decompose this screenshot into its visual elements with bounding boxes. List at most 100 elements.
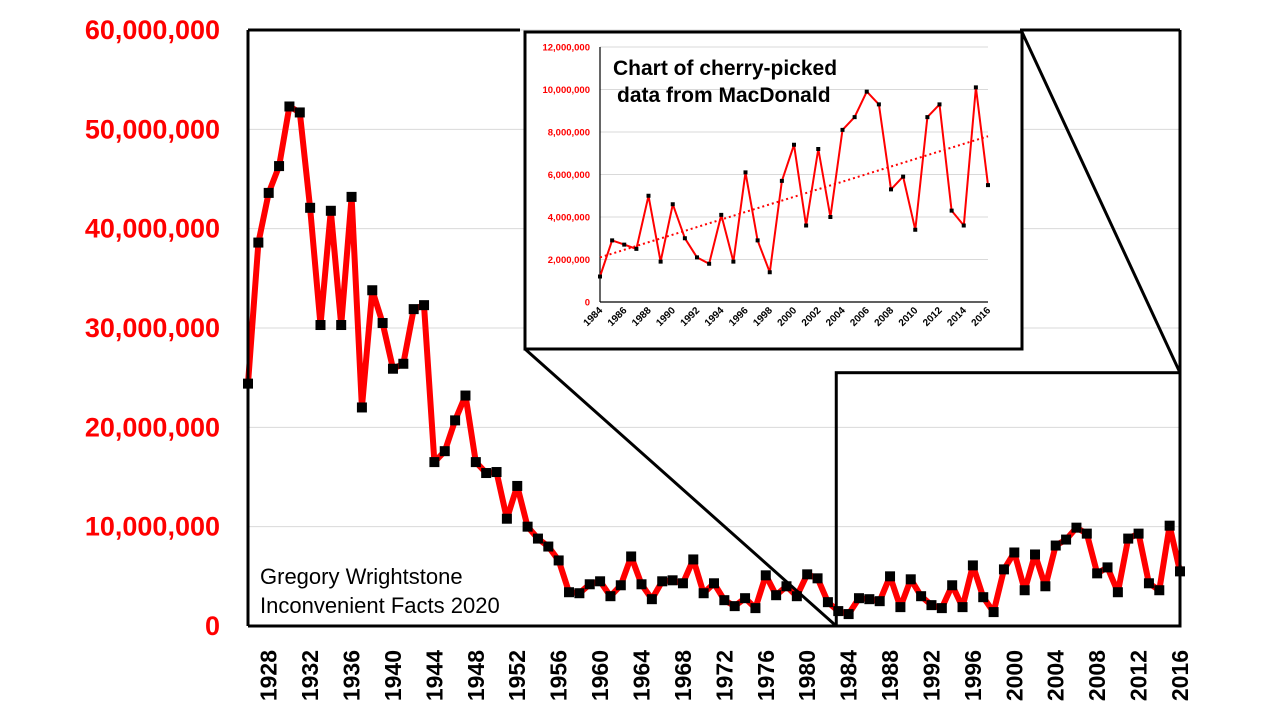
main-y-tick-label: 50,000,000 [85, 114, 220, 144]
main-data-point [1009, 547, 1020, 558]
main-y-tick-label: 10,000,000 [85, 512, 220, 542]
main-data-point [253, 237, 264, 248]
inset-data-point [767, 270, 772, 275]
main-data-point [740, 593, 751, 604]
main-data-point [646, 594, 657, 605]
main-x-tick-label: 1968 [670, 650, 696, 701]
main-data-point [895, 602, 906, 613]
inset-data-point [876, 102, 881, 107]
main-data-point [1040, 581, 1051, 592]
main-x-tick-label: 1936 [339, 650, 365, 701]
main-data-point [543, 541, 554, 552]
main-data-point [967, 560, 978, 571]
main-data-point [481, 468, 492, 479]
main-data-point [595, 576, 606, 587]
main-data-point [802, 569, 813, 580]
main-data-point [698, 588, 709, 599]
main-y-tick-label: 30,000,000 [85, 313, 220, 343]
inset-data-point [949, 208, 954, 213]
main-data-point [626, 551, 637, 562]
inset-data-point [598, 274, 602, 279]
inset-chart: 0 2,000,000 4,000,000 6,000,000 8,000,000 10,… [523, 30, 1024, 351]
main-data-point [636, 579, 647, 590]
main-data-point [470, 457, 481, 468]
main-data-point [978, 592, 989, 603]
main-data-point [1081, 528, 1092, 539]
main-data-point [750, 603, 761, 614]
main-y-tick-label: 40,000,000 [85, 214, 220, 244]
main-data-point [501, 513, 512, 524]
main-data-point [1019, 585, 1030, 596]
main-data-point [429, 457, 440, 468]
main-x-tick-label: 2008 [1084, 650, 1110, 701]
main-data-point [677, 578, 688, 589]
main-data-point [1061, 534, 1072, 545]
inset-y-tick-label: 12,000,000 [542, 43, 590, 54]
main-data-point [1071, 522, 1082, 533]
inset-title-line2: data from MacDonald [617, 84, 831, 107]
inset-y-axis-ticks: 0 2,000,000 4,000,000 6,000,000 8,000,000 10,… [542, 43, 590, 309]
main-data-point [346, 191, 357, 202]
inset-series [598, 85, 990, 279]
inset-data-point [986, 183, 990, 188]
main-data-point [377, 318, 388, 329]
main-data-point [657, 576, 668, 587]
main-x-tick-label: 1932 [297, 650, 323, 701]
main-data-point [574, 588, 585, 599]
inset-data-point [695, 255, 699, 260]
main-x-axis-ticks: 1928 1932 1936 1940 1944 1948 1952 1956 1960 1964… [256, 650, 1193, 701]
main-data-point [771, 590, 782, 601]
main-y-tick-label: 60,000,000 [85, 15, 220, 45]
inset-data-point [670, 202, 675, 207]
main-data-point [709, 578, 719, 589]
main-data-point [284, 101, 295, 112]
main-data-point [936, 603, 947, 614]
main-y-tick-label: 20,000,000 [85, 412, 220, 442]
main-x-tick-label: 1960 [587, 650, 613, 701]
main-data-point [1133, 528, 1144, 539]
main-data-point [667, 575, 678, 586]
attribution-source: Inconvenient Facts 2020 [260, 593, 500, 618]
inset-data-point [937, 102, 942, 107]
inset-data-point [901, 174, 906, 179]
main-data-point [305, 202, 316, 213]
main-data-point [294, 107, 305, 118]
inset-data-point [840, 127, 845, 132]
main-x-tick-label: 1952 [504, 650, 530, 701]
main-data-point [1102, 562, 1113, 573]
main-data-point [791, 591, 802, 602]
attribution-author: Gregory Wrightstone [260, 564, 463, 589]
main-series [243, 101, 1185, 620]
main-data-point [450, 415, 461, 426]
main-data-point [564, 587, 575, 598]
main-data-point [1092, 568, 1103, 579]
main-data-point [615, 580, 626, 591]
attribution: Gregory Wrightstone Inconvenient Facts 2… [260, 564, 500, 618]
inset-data-point [707, 261, 712, 266]
main-data-point [781, 581, 792, 592]
main-data-point [853, 593, 864, 604]
main-data-point [760, 570, 771, 581]
main-data-point [387, 363, 398, 374]
main-data-point [532, 533, 543, 544]
main-data-point [336, 320, 347, 331]
main-data-point [584, 579, 595, 590]
main-data-point [843, 609, 854, 620]
main-data-point [408, 304, 419, 315]
inset-data-point [852, 115, 857, 120]
main-data-point [263, 187, 274, 198]
inset-y-tick-label: 6,000,000 [548, 170, 590, 181]
inset-axes [599, 47, 988, 303]
main-data-point [356, 402, 367, 413]
main-data-point [864, 594, 875, 605]
inset-data-point [961, 223, 966, 228]
inset-data-point [731, 259, 736, 264]
main-x-tick-label: 1956 [546, 650, 572, 701]
main-data-point [1123, 533, 1134, 544]
main-x-tick-label: 1988 [877, 650, 903, 701]
main-x-tick-label: 1992 [918, 650, 944, 701]
inset-data-point [634, 246, 639, 251]
main-x-tick-label: 1944 [421, 650, 447, 701]
inset-data-point [646, 193, 651, 198]
